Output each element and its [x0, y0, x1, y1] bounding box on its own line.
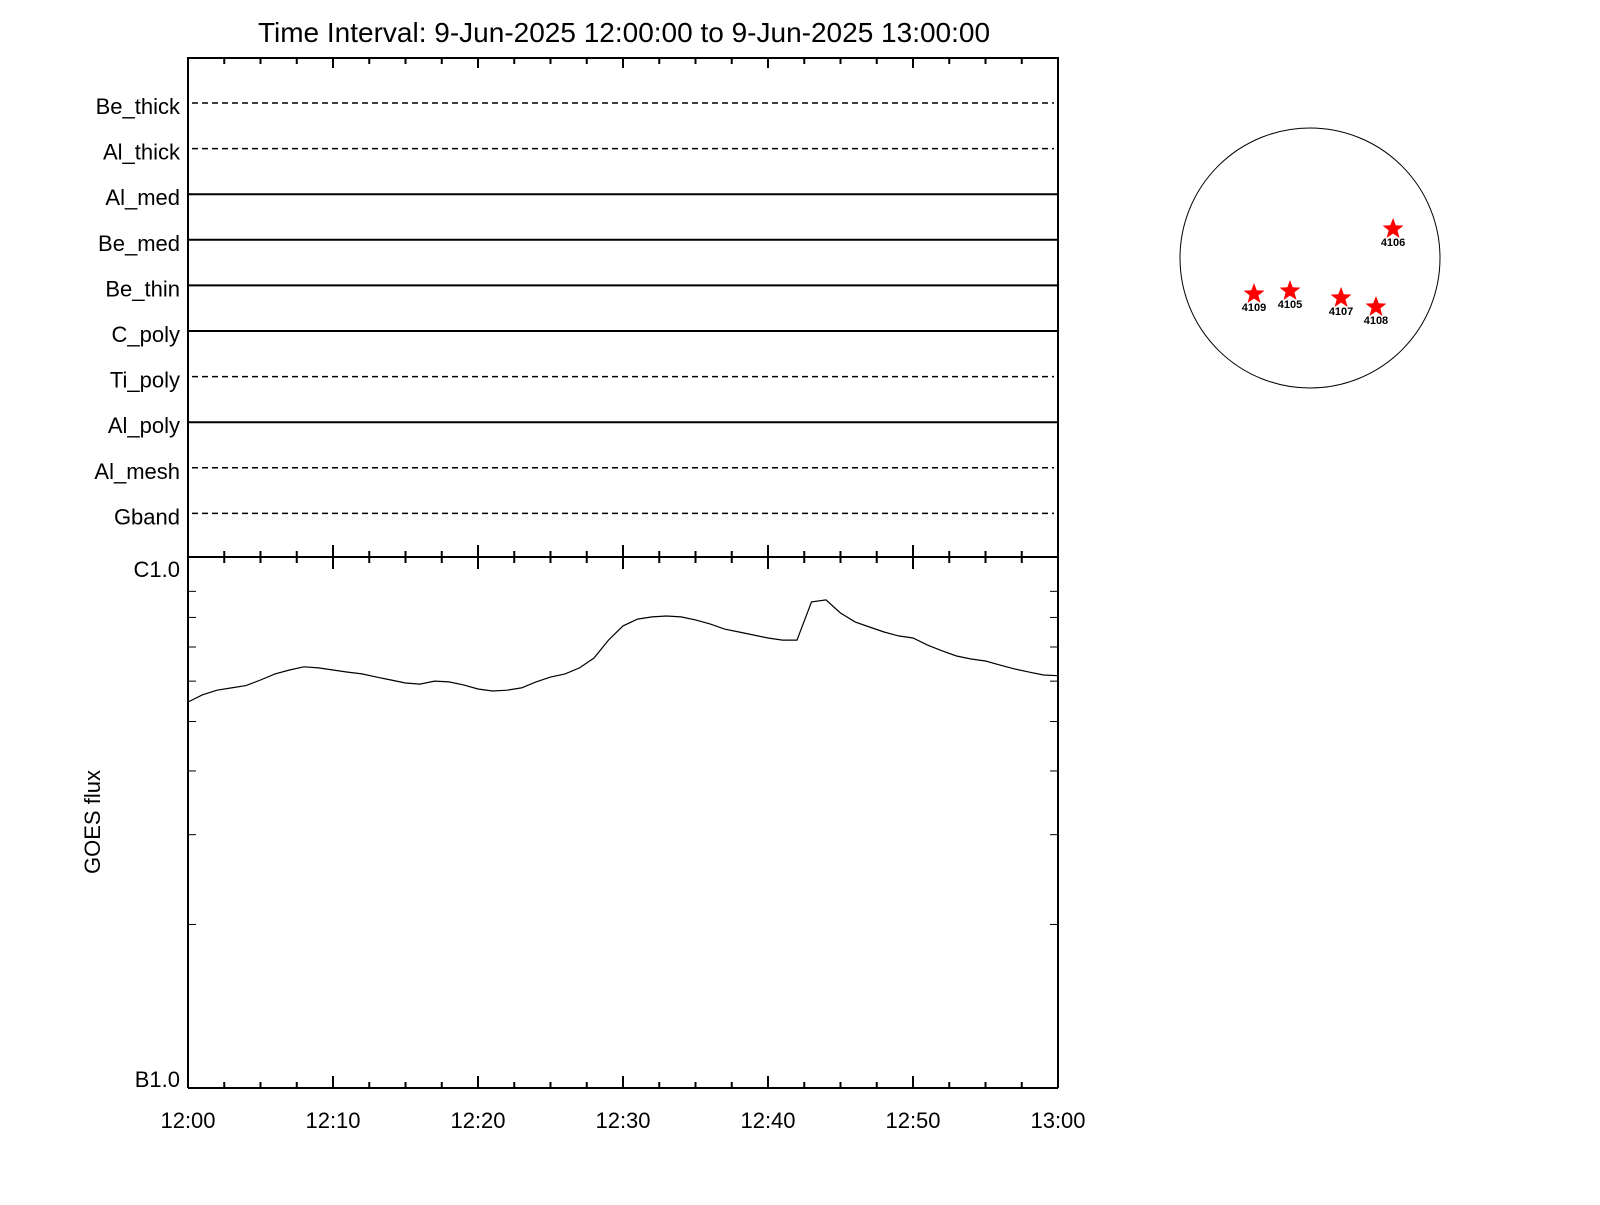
y-axis-label: GOES flux	[80, 770, 105, 874]
x-tick-label: 12:40	[740, 1108, 795, 1133]
goes-flux-line	[187, 599, 1059, 703]
active-region-star-icon	[1243, 283, 1265, 303]
sun-disk: 4106 4109 4105 4107 4108	[1179, 127, 1441, 389]
active-region-label: 4108	[1364, 315, 1388, 327]
y-tick-label: B1.0	[135, 1067, 180, 1092]
active-region-label: 4109	[1242, 302, 1266, 314]
filter-row-label: Be_med	[98, 231, 180, 256]
y-tick-label: C1.0	[134, 557, 180, 582]
active-region-star-icon	[1382, 218, 1404, 238]
x-tick-label: 12:00	[160, 1108, 215, 1133]
x-tick-label: 13:00	[1030, 1108, 1085, 1133]
chart-title: Time Interval: 9-Jun-2025 12:00:00 to 9-…	[258, 17, 990, 48]
x-tick-label: 12:20	[450, 1108, 505, 1133]
filter-panel: Be_thick Al_thick Al_med Be_med Be_thin C_pol…	[94, 57, 1059, 569]
filter-row-label: Gband	[114, 504, 180, 529]
filter-row-label: Ti_poly	[110, 368, 180, 393]
filter-row-label: C_poly	[112, 322, 180, 347]
active-region-label: 4106	[1381, 237, 1405, 249]
filter-row-label: Be_thin	[105, 276, 180, 301]
filter-row-label: Be_thick	[96, 94, 181, 119]
filter-row-label: Al_thick	[103, 140, 181, 165]
goes-panel: C1.0 B1.0 12:00 12:10 12:20 12:30 12:40 12:50 13…	[134, 557, 1086, 1133]
filter-row-label: Al_med	[105, 185, 180, 210]
active-region-star-icon	[1365, 296, 1387, 316]
sun-disk-outline	[1179, 127, 1441, 389]
x-tick-label: 12:30	[595, 1108, 650, 1133]
filter-row-label: Al_mesh	[94, 459, 180, 484]
active-region-star-icon	[1330, 287, 1352, 307]
filter-row-label: Al_poly	[108, 413, 180, 438]
active-region-star-icon	[1279, 280, 1301, 300]
active-region-label: 4107	[1329, 306, 1353, 318]
x-tick-label: 12:50	[885, 1108, 940, 1133]
filter-panel-frame	[187, 57, 1059, 558]
active-region-label: 4105	[1278, 299, 1302, 311]
x-tick-label: 12:10	[305, 1108, 360, 1133]
